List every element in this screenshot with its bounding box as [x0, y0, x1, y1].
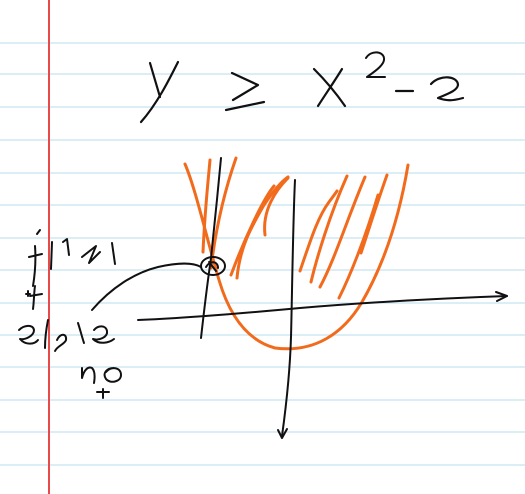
hatch-stroke [263, 176, 290, 237]
test-point-annotation [91, 157, 226, 339]
greater-equal-glyph [224, 71, 266, 112]
two-glyph [429, 76, 465, 102]
hatch-stroke [359, 173, 389, 255]
coordinate-axes [137, 179, 508, 439]
hatch-stroke [235, 175, 290, 280]
y-glyph [139, 60, 180, 124]
exponent-two-glyph [365, 51, 386, 78]
hatch-stroke [298, 189, 339, 273]
leader-line [91, 262, 202, 311]
parabola-curve [183, 162, 410, 351]
hatch-stroke [337, 193, 380, 300]
x-axis [137, 295, 508, 321]
hatch-stroke [229, 184, 276, 277]
inequality-handwriting [139, 51, 465, 124]
solution-region-shading [183, 156, 410, 351]
no-handwriting [81, 366, 122, 399]
y-axis-arrow [277, 428, 288, 439]
left-notes [18, 229, 122, 399]
if-handwriting [25, 285, 43, 310]
hatch-stroke [309, 174, 349, 284]
test-point-mark [205, 261, 219, 272]
else-handwriting [18, 319, 115, 352]
y-axis [281, 179, 296, 437]
x-axis-arrow [495, 291, 508, 302]
annotation-handwriting [28, 229, 116, 287]
x-glyph [312, 67, 347, 108]
hatch-stroke [201, 156, 238, 270]
hatch-stroke [318, 175, 367, 289]
